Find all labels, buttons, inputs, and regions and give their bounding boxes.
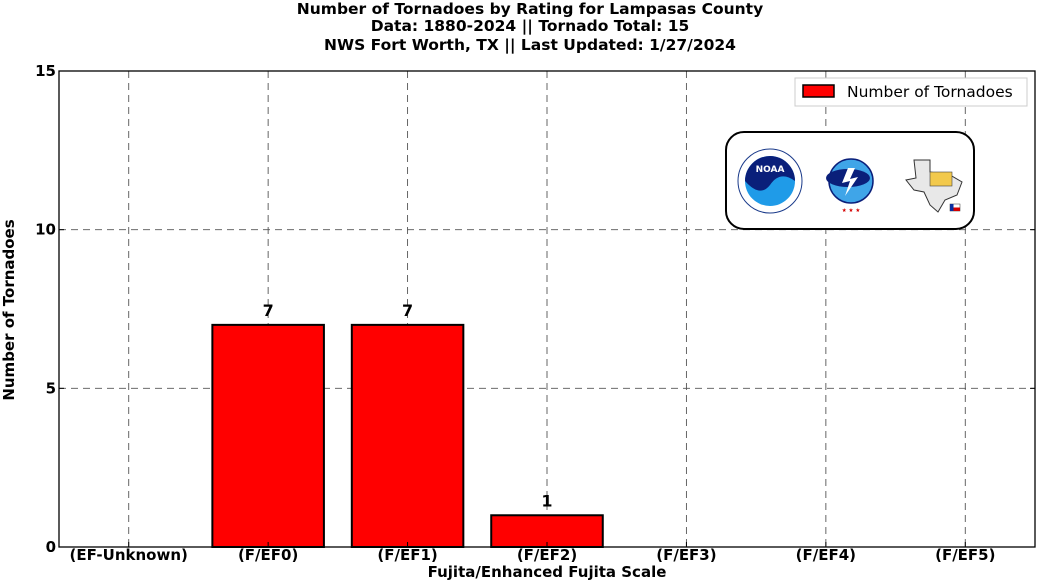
x-tick-label: (F/EF4) [796,546,856,564]
x-tick-label: (EF-Unknown) [70,546,188,564]
y-tick-label: 15 [35,62,56,80]
y-axis-ticks: 0 5 10 15 [35,62,1035,556]
x-tick-label: (F/EF5) [935,546,995,564]
y-tick-label: 10 [35,221,56,239]
bar-data-label-3: 1 [541,491,552,510]
y-axis-label: Number of Tornadoes [0,219,18,400]
chart-title-line-1: Number of Tornadoes by Rating for Lampas… [296,0,764,18]
x-tick-label: (F/EF0) [238,546,298,564]
legend-box [794,77,1028,107]
legend-label: Number of Tornadoes [847,83,1013,101]
noaa-logo: NOAA [737,148,803,214]
x-axis-ticks: (EF-Unknown) (F/EF0) (F/EF1) (F/EF2) (F/EF3)… [70,542,995,564]
x-tick-label: (F/EF3) [656,546,716,564]
bar-3 [490,514,604,548]
y-tick-label: 5 [46,379,56,397]
svg-text:★ ★ ★: ★ ★ ★ [842,208,861,214]
bars [211,323,604,548]
legend: Number of Tornadoes [794,77,1028,107]
chart-title-line-2: Data: 1880-2024 || Tornado Total: 15 [370,17,690,35]
bar-1 [211,323,325,548]
x-axis-label: Fujita/Enhanced Fujita Scale [428,563,667,581]
chart-title-line-3: NWS Fort Worth, TX || Last Updated: 1/27… [324,36,736,54]
texas-logo [900,149,964,213]
svg-text:NOAA: NOAA [756,165,785,175]
legend-swatch [802,84,835,98]
bar-data-labels: 7 7 1 [263,301,553,510]
y-tick-label: 0 [46,538,56,556]
bar-2 [350,323,465,548]
nws-logo: ★ ★ ★ [819,149,883,214]
bar-data-label-2: 7 [402,301,413,320]
agency-logos: NOAA ★ ★ ★ [725,131,975,230]
bar-data-label-1: 7 [263,301,274,320]
x-tick-label: (F/EF1) [377,546,437,564]
x-tick-label: (F/EF2) [517,546,577,564]
